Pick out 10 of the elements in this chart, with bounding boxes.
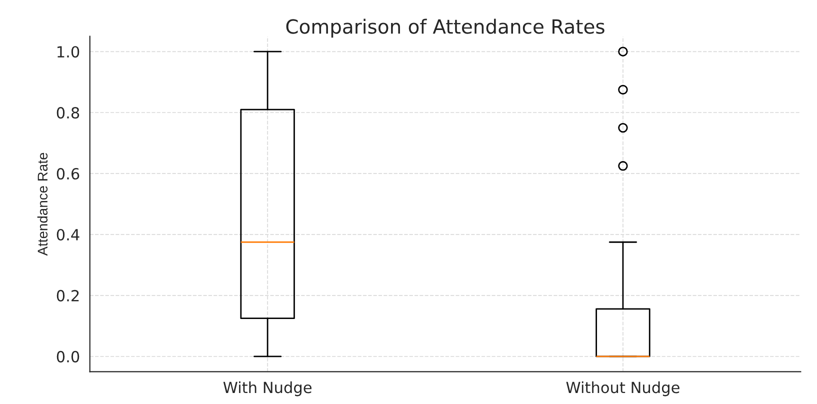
chart-title: Comparison of Attendance Rates xyxy=(286,18,604,38)
y-axis-title: Attendance Rate xyxy=(37,152,48,256)
y-tick-label: 1.0 xyxy=(58,46,80,58)
y-tick-label: 0.4 xyxy=(56,228,80,241)
y-tick-label: 0.2 xyxy=(56,290,79,302)
y-tick-label: 0.6 xyxy=(56,168,80,180)
x-tick-label: With Nudge xyxy=(223,381,312,396)
x-tick-label: Without Nudge xyxy=(566,381,680,396)
y-tick-label: 0.8 xyxy=(56,107,80,119)
y-tick-label: 0.0 xyxy=(56,350,80,362)
